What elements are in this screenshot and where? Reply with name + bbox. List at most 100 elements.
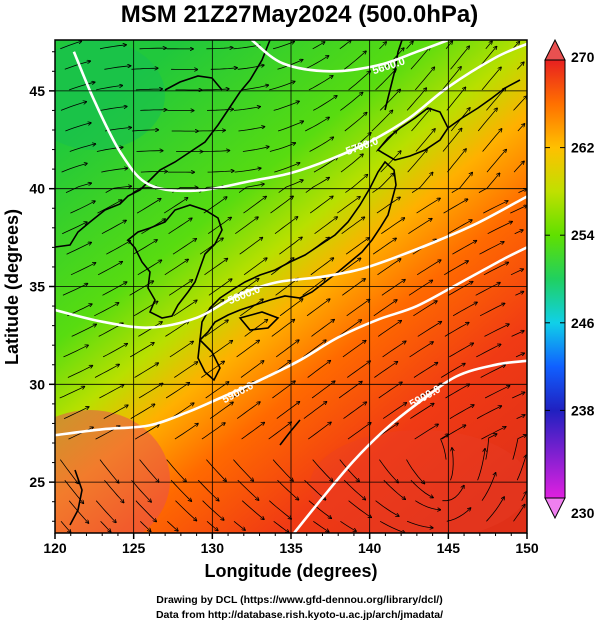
streamline-arrow	[337, 258, 361, 276]
streamline-arrow	[371, 110, 393, 132]
y-tick-label: 25	[29, 474, 45, 490]
streamline-arrow	[343, 479, 365, 500]
streamline-arrow	[134, 425, 159, 440]
streamline-arrow	[173, 300, 197, 317]
x-tick-label: 150	[515, 540, 539, 556]
streamline-arrow	[512, 42, 520, 50]
streamline-arrow	[68, 500, 88, 523]
streamline-arrow	[452, 302, 477, 317]
colorbar-tick-label: 270	[571, 49, 595, 65]
streamline-arrow	[94, 303, 118, 317]
streamline-arrow	[342, 279, 365, 296]
streamline-arrow	[104, 66, 130, 70]
streamline-arrow	[164, 259, 188, 276]
streamline-arrow	[233, 45, 259, 50]
coastlines	[55, 40, 521, 526]
streamline-arrow	[411, 108, 431, 132]
streamline-arrow	[94, 364, 119, 378]
streamline-arrow	[447, 149, 466, 173]
streamline-arrow	[415, 500, 440, 510]
streamline-arrow	[451, 173, 473, 193]
y-tick-label: 45	[29, 83, 45, 99]
streamline-arrow	[441, 425, 466, 440]
streamline-arrow	[413, 301, 437, 317]
streamline-arrow	[482, 129, 502, 152]
streamline-arrow	[410, 47, 430, 70]
streamline-arrow	[475, 283, 500, 296]
streamline-arrow	[170, 479, 191, 501]
streamline-arrow	[238, 184, 264, 193]
streamline-arrow	[240, 361, 264, 378]
streamline-arrow	[233, 107, 260, 111]
streamline-arrow	[477, 449, 485, 481]
streamline-arrow	[69, 82, 95, 91]
streamline-arrow	[406, 88, 426, 111]
streamline-arrow	[130, 404, 155, 419]
streamline-arrow	[203, 151, 229, 152]
streamline-arrow	[131, 68, 158, 69]
streamline-arrow	[132, 130, 158, 131]
streamline-arrow	[408, 219, 432, 235]
streamline-arrow	[63, 407, 89, 419]
streamline-arrow	[199, 238, 223, 255]
streamline-arrow	[236, 340, 260, 358]
streamline-arrow	[478, 173, 500, 193]
streamline-arrow	[306, 299, 330, 317]
streamline-arrow	[309, 196, 333, 214]
streamline-arrow	[449, 405, 474, 419]
y-axis-title: Latitude (degrees)	[2, 209, 22, 365]
streamline-arrow	[442, 128, 462, 152]
x-tick-label: 120	[43, 540, 67, 556]
streamline-arrow	[448, 282, 473, 296]
x-tick-label: 135	[279, 540, 303, 556]
streamline-arrow	[345, 238, 369, 255]
streamline-arrow	[484, 324, 510, 337]
streamline-arrow	[140, 110, 166, 111]
streamline-arrow	[97, 262, 122, 276]
streamline-arrow	[165, 383, 189, 399]
streamline-arrow	[339, 459, 360, 482]
streamline-arrow	[268, 422, 292, 440]
colorbar-tick-label: 238	[571, 402, 595, 418]
colorbar-ticks: 230 238 246 254 262 270	[545, 49, 595, 521]
streamline-arrow	[136, 151, 163, 152]
colorbar-tick-label: 254	[571, 227, 595, 243]
coastline-taiwan	[69, 469, 83, 526]
streamline-arrow	[62, 284, 88, 296]
contour-line-5800	[55, 195, 527, 329]
streamline-arrow	[314, 217, 338, 235]
streamline-arrow	[513, 505, 525, 522]
x-axis-title: Longitude (degrees)	[204, 561, 377, 581]
streamline-arrow	[201, 361, 224, 378]
streamline-arrow	[513, 96, 527, 111]
streamline-arrow	[510, 269, 523, 276]
streamline-arrow	[481, 473, 496, 501]
coastline-shikoku	[238, 311, 280, 331]
chart-title: MSM 21Z27May2024 (500.0hPa)	[120, 1, 479, 28]
streamline-arrow	[244, 320, 268, 337]
streamline-arrow	[416, 198, 441, 214]
streamline-arrow	[206, 48, 232, 49]
streamline-arrow	[380, 151, 401, 173]
streamline-arrow	[206, 459, 226, 482]
streamline-arrow	[516, 455, 526, 481]
streamline-arrow	[378, 382, 402, 399]
credit-data-source: Data from http://database.rish.kyoto-u.a…	[155, 609, 444, 621]
streamline-arrow	[476, 344, 500, 358]
streamline-arrow	[344, 113, 367, 132]
streamline-arrow	[239, 238, 263, 255]
y-tick-label: 35	[29, 279, 45, 295]
streamline-arrow	[242, 147, 269, 152]
streamline-arrow	[61, 163, 88, 173]
streamline-arrow	[444, 323, 469, 337]
streamline-arrow	[204, 320, 228, 337]
streamline-arrow	[381, 218, 404, 235]
colorbar-tick-label: 262	[571, 140, 595, 156]
colorbar-tick-label: 230	[571, 505, 595, 521]
streamline-arrow	[440, 434, 449, 460]
streamline-arrow	[70, 263, 96, 276]
streamline-arrow	[521, 492, 527, 501]
streamline-arrow	[445, 384, 470, 399]
streamline-arrow	[373, 300, 397, 317]
streamline-arrow	[135, 89, 162, 90]
